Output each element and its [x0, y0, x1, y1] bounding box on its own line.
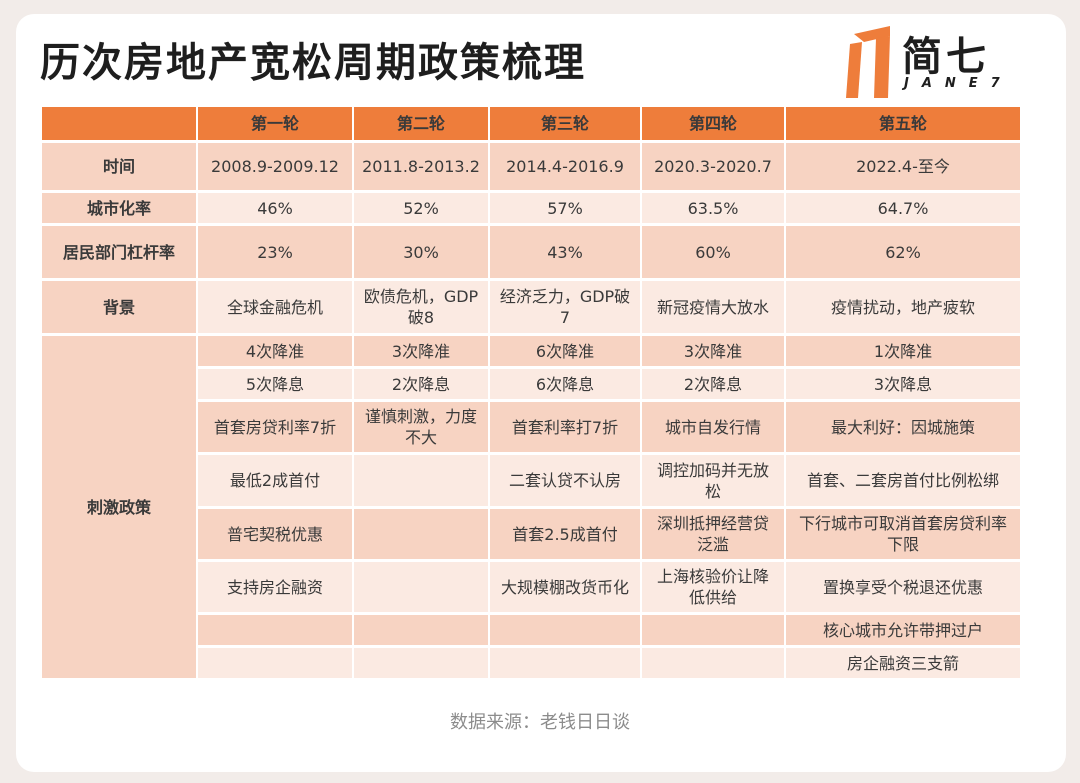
- table-cell: 6次降准: [490, 336, 640, 366]
- table-row: 普宅契税优惠 首套2.5成首付 深圳抵押经营贷泛滥 下行城市可取消首套房贷利率下…: [42, 509, 1020, 559]
- policy-table: 第一轮 第二轮 第三轮 第四轮 第五轮 时间 2008.9-2009.12 20…: [40, 104, 1022, 681]
- table-cell: [642, 648, 784, 678]
- column-header: 第五轮: [786, 107, 1020, 140]
- table-cell: [490, 615, 640, 645]
- table-row: 最低2成首付 二套认贷不认房 调控加码并无放松 首套、二套房首付比例松绑: [42, 455, 1020, 506]
- logo-mark-icon: [846, 26, 890, 98]
- table-cell: 城市自发行情: [642, 402, 784, 452]
- row-label-policy: 刺激政策: [42, 336, 196, 678]
- table-cell: [354, 455, 488, 506]
- table-row: 核心城市允许带押过户: [42, 615, 1020, 645]
- table-cell: 4次降准: [198, 336, 352, 366]
- table-cell: 30%: [354, 226, 488, 278]
- table-cell: 23%: [198, 226, 352, 278]
- table-cell: [354, 648, 488, 678]
- table-row: 居民部门杠杆率 23% 30% 43% 60% 62%: [42, 226, 1020, 278]
- table-cell: 核心城市允许带押过户: [786, 615, 1020, 645]
- table-cell: 52%: [354, 193, 488, 223]
- table-cell: [490, 648, 640, 678]
- row-label: 城市化率: [42, 193, 196, 223]
- table-header-row: 第一轮 第二轮 第三轮 第四轮 第五轮: [42, 107, 1020, 140]
- table-row: 时间 2008.9-2009.12 2011.8-2013.2 2014.4-2…: [42, 143, 1020, 190]
- table-cell: 3次降息: [786, 369, 1020, 399]
- table-cell: 深圳抵押经营贷泛滥: [642, 509, 784, 559]
- table-cell: [198, 648, 352, 678]
- column-header: 第四轮: [642, 107, 784, 140]
- table-cell: 43%: [490, 226, 640, 278]
- table-cell: 经济乏力，GDP破7: [490, 281, 640, 333]
- table-cell: [354, 615, 488, 645]
- table-cell: 1次降准: [786, 336, 1020, 366]
- table-cell: 上海核验价让降低供给: [642, 562, 784, 612]
- logo-text: 简七: [902, 34, 990, 80]
- table-cell: 房企融资三支箭: [786, 648, 1020, 678]
- table-cell: 57%: [490, 193, 640, 223]
- row-label: 居民部门杠杆率: [42, 226, 196, 278]
- header-corner: [42, 107, 196, 140]
- table-cell: 6次降息: [490, 369, 640, 399]
- column-header: 第三轮: [490, 107, 640, 140]
- table-cell: 2次降息: [354, 369, 488, 399]
- table-cell: 首套、二套房首付比例松绑: [786, 455, 1020, 506]
- table-cell: 2008.9-2009.12: [198, 143, 352, 190]
- table-cell: 2011.8-2013.2: [354, 143, 488, 190]
- table-cell: 疫情扰动，地产疲软: [786, 281, 1020, 333]
- table-cell: [354, 562, 488, 612]
- table-row: 首套房贷利率7折 谨慎刺激，力度不大 首套利率打7折 城市自发行情 最大利好：因…: [42, 402, 1020, 452]
- column-header: 第二轮: [354, 107, 488, 140]
- table-row: 5次降息 2次降息 6次降息 2次降息 3次降息: [42, 369, 1020, 399]
- logo-subtext: JANE7: [904, 76, 1013, 91]
- table-cell: 46%: [198, 193, 352, 223]
- table-cell: 调控加码并无放松: [642, 455, 784, 506]
- table-cell: 下行城市可取消首套房贷利率下限: [786, 509, 1020, 559]
- table-cell: 二套认贷不认房: [490, 455, 640, 506]
- table-row: 支持房企融资 大规模棚改货币化 上海核验价让降低供给 置换享受个税退还优惠: [42, 562, 1020, 612]
- table-row: 刺激政策 4次降准 3次降准 6次降准 3次降准 1次降准: [42, 336, 1020, 678]
- table-cell: 首套2.5成首付: [490, 509, 640, 559]
- table-cell: 60%: [642, 226, 784, 278]
- table-cell: 2020.3-2020.7: [642, 143, 784, 190]
- table-cell: 62%: [786, 226, 1020, 278]
- table-cell: 全球金融危机: [198, 281, 352, 333]
- table-cell: 2022.4-至今: [786, 143, 1020, 190]
- table-cell: [354, 509, 488, 559]
- table-cell: 大规模棚改货币化: [490, 562, 640, 612]
- column-header: 第一轮: [198, 107, 352, 140]
- table-cell: 3次降准: [354, 336, 488, 366]
- table-cell: 2014.4-2016.9: [490, 143, 640, 190]
- table-cell: 最大利好：因城施策: [786, 402, 1020, 452]
- table-cell: 最低2成首付: [198, 455, 352, 506]
- table-row: 房企融资三支箭: [42, 648, 1020, 678]
- table-row: 背景 全球金融危机 欧债危机，GDP破8 经济乏力，GDP破7 新冠疫情大放水 …: [42, 281, 1020, 333]
- table-cell: 64.7%: [786, 193, 1020, 223]
- brand-logo: 简七 JANE7: [846, 22, 1036, 98]
- table-cell: [198, 615, 352, 645]
- table-cell: 首套利率打7折: [490, 402, 640, 452]
- table-cell: 2次降息: [642, 369, 784, 399]
- source-note: 数据来源：老钱日日谈: [450, 712, 630, 733]
- table-cell: 3次降准: [642, 336, 784, 366]
- page-title: 历次房地产宽松周期政策梳理: [40, 40, 586, 86]
- table-cell: 63.5%: [642, 193, 784, 223]
- table-cell: 置换享受个税退还优惠: [786, 562, 1020, 612]
- table-row: 城市化率 46% 52% 57% 63.5% 64.7%: [42, 193, 1020, 223]
- table-cell: 欧债危机，GDP破8: [354, 281, 488, 333]
- table-cell: 普宅契税优惠: [198, 509, 352, 559]
- table-cell: [642, 615, 784, 645]
- table-cell: 谨慎刺激，力度不大: [354, 402, 488, 452]
- table-cell: 首套房贷利率7折: [198, 402, 352, 452]
- row-label: 时间: [42, 143, 196, 190]
- table-cell: 支持房企融资: [198, 562, 352, 612]
- row-label: 背景: [42, 281, 196, 333]
- table-cell: 5次降息: [198, 369, 352, 399]
- table-cell: 新冠疫情大放水: [642, 281, 784, 333]
